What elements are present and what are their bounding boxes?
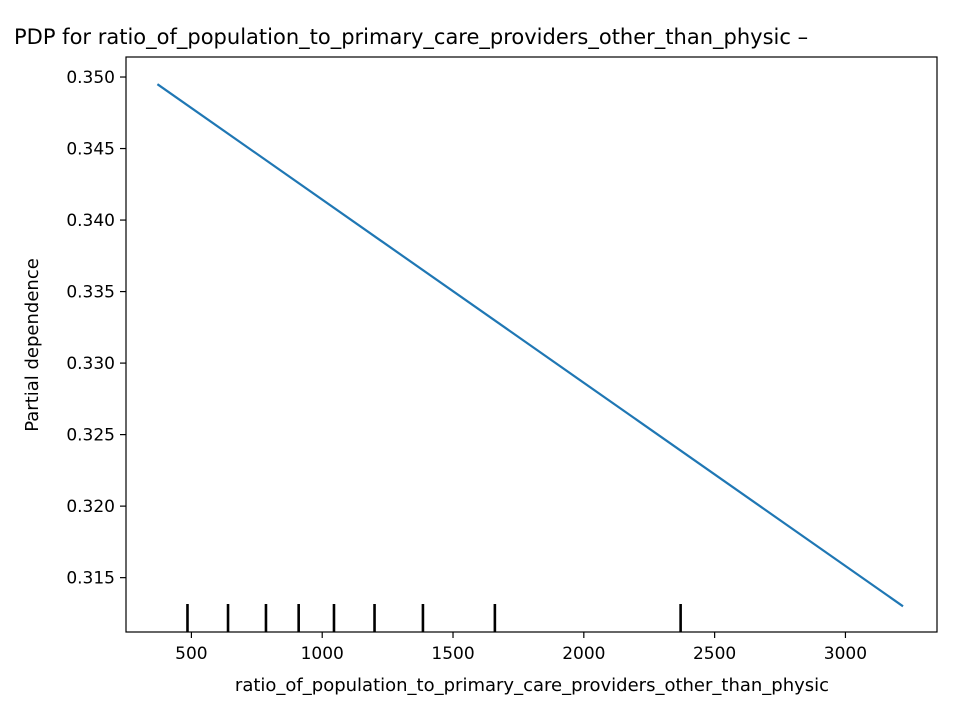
y-tick-label: 0.340 [66, 211, 115, 231]
y-tick-label: 0.315 [66, 569, 115, 589]
x-tick-label: 2000 [562, 644, 605, 664]
chart-title: PDP for ratio_of_population_to_primary_c… [14, 25, 808, 50]
plot-area: 500 1000 1500 2000 2500 3000 0.315 0.320 0.325 0.… [66, 56, 938, 664]
y-tick-label: 0.350 [66, 68, 115, 88]
y-tick-label: 0.330 [66, 354, 115, 374]
x-tick-label: 2500 [693, 644, 736, 664]
plot-frame [125, 56, 938, 633]
x-tick-label: 500 [175, 644, 207, 664]
series-line [156, 83, 904, 608]
x-axis-label: ratio_of_population_to_primary_care_prov… [235, 675, 829, 696]
y-axis-label: Partial dependence [22, 258, 43, 432]
y-tick-label: 0.345 [66, 140, 115, 160]
y-tick-label: 0.335 [66, 283, 115, 303]
y-tick-label: 0.325 [66, 426, 115, 446]
x-tick-label: 1500 [431, 644, 474, 664]
y-tick-label: 0.320 [66, 497, 115, 517]
x-tick-label: 3000 [824, 644, 867, 664]
x-tick-label: 1000 [301, 644, 344, 664]
